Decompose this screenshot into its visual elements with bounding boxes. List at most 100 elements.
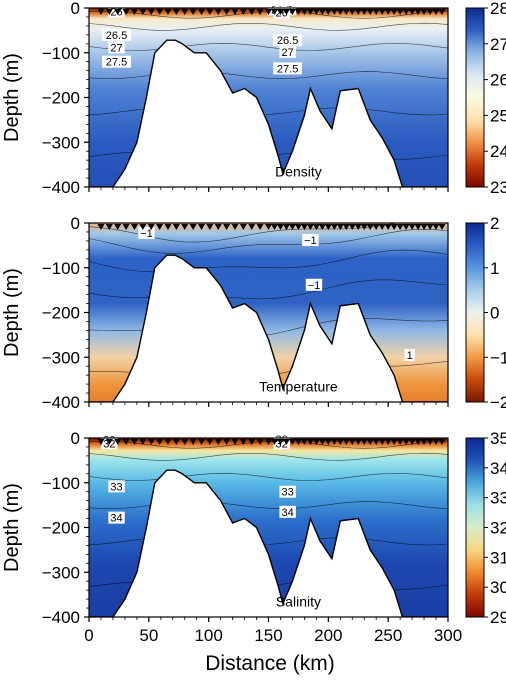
station-marker [366,439,374,445]
x-tick-label: 50 [139,626,158,645]
station-marker [300,9,308,15]
station-marker [197,439,205,445]
colorbar-tick-label: 32 [490,519,506,538]
station-marker [239,439,247,445]
station-marker [276,9,284,15]
station-marker [390,224,398,230]
panel-density: 2626.52727.526.52626.52727.5Density0−100… [1,0,506,197]
contour-label: −1 [304,235,317,247]
station-marker [282,9,290,15]
contour-label: 27.5 [277,63,298,75]
contour-line [89,43,448,51]
station-marker [402,439,410,445]
station-marker [156,224,164,230]
contour-label: 27 [282,47,294,59]
station-marker [378,9,386,15]
station-marker [256,439,264,445]
y-tick-label: −400 [42,393,80,412]
panel-title: Density [275,164,322,180]
colorbar-tick-label: 33 [490,489,506,508]
x-tick-label: 150 [254,626,282,645]
station-marker [288,439,296,445]
station-marker [147,439,155,445]
colorbar [465,7,485,188]
station-marker [396,224,404,230]
station-marker [318,224,326,230]
station-marker [288,9,296,15]
contour-label: 26.5 [106,30,127,42]
y-tick-label: −300 [42,133,80,152]
station-marker [156,439,164,445]
station-marker [197,9,205,15]
contour-line [89,71,448,80]
contour-line [89,228,448,254]
station-marker [336,9,344,15]
station-marker [105,439,113,445]
station-marker [114,9,122,15]
station-marker [181,224,189,230]
station-marker [438,224,446,230]
contour-line [89,473,448,481]
contour-label: 33 [110,481,122,493]
station-marker [181,439,189,445]
station-marker [206,9,214,15]
contour-label-box [302,234,319,247]
station-marker [223,439,231,445]
y-axis-label: Depth (m) [1,483,23,572]
station-marker [330,439,338,445]
x-axis-label: Distance (km) [205,652,335,675]
y-axis-label: Depth (m) [1,268,23,357]
station-marker [378,224,386,230]
station-marker [256,9,264,15]
contour-label-box [108,41,125,54]
station-marker [432,439,440,445]
colorbar-tick-label: 30 [490,578,506,597]
colorbar-tick-label: 25 [490,106,506,125]
station-marker [223,9,231,15]
bathymetry [89,254,448,402]
y-tick-label: −100 [42,44,80,63]
contour-label: 34 [282,507,294,519]
y-tick-label: −200 [42,519,80,538]
station-marker [139,224,147,230]
station-marker [372,224,380,230]
station-marker [139,9,147,15]
station-marker [360,439,368,445]
station-marker [312,224,320,230]
station-marker [306,224,314,230]
station-marker [408,439,416,445]
contour-label: 26.5 [277,35,298,47]
station-marker [239,9,247,15]
station-marker [189,224,197,230]
station-marker [342,439,350,445]
contour-line [89,501,448,510]
colorbar-tick-label: 1 [490,259,499,278]
station-marker [384,439,392,445]
station-marker [426,9,434,15]
contour-label-box [102,55,131,68]
colorbar-tick-label: 28 [490,0,506,18]
station-marker [354,9,362,15]
station-marker [348,224,356,230]
colorbar-tick-label: 26 [490,71,506,90]
station-marker [366,224,374,230]
contour-label-box [273,62,303,75]
station-marker [130,224,138,230]
station-marker [214,439,222,445]
colorbar-tick-label: 27 [490,35,506,54]
x-tick-label: 200 [314,626,342,645]
y-axis-label: Depth (m) [1,53,23,142]
station-marker [366,9,374,15]
contour-label-box [404,349,415,362]
bathymetry [89,469,448,617]
station-marker [426,439,434,445]
station-marker [147,9,155,15]
station-marker [384,9,392,15]
colorbar-tick-label: 29 [490,608,506,627]
station-marker [378,439,386,445]
station-marker [396,9,404,15]
station-marker [276,439,284,445]
colorbar-tick-label: 0 [490,304,499,323]
station-marker [354,224,362,230]
